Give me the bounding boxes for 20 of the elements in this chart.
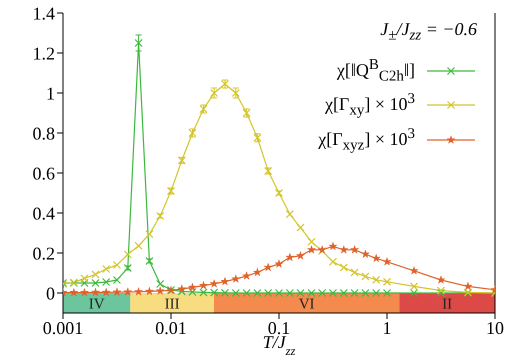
y-tick-label: 0.2 (32, 243, 55, 264)
y-tick-label: 1.4 (32, 3, 55, 24)
y-tick-label: 1 (46, 83, 55, 104)
band-label: II (442, 296, 452, 312)
annotation: J$_{±}$/J$_{zz}$ = −0.6 (380, 19, 477, 44)
legend-label: χ[Γ$_{xy}$] × 10$^{3}$ (324, 91, 415, 120)
y-tick-label: 0 (46, 283, 55, 304)
y-tick-label: 0.6 (32, 163, 55, 184)
legend-label: χ[Γ$_{xyz}$] × 10$^{3}$ (318, 126, 415, 154)
band-label: III (164, 296, 180, 312)
x-tick-label: 1 (382, 318, 392, 338)
y-tick-label: 1.2 (32, 43, 55, 64)
y-tick-label: 0.8 (32, 123, 55, 144)
y-tick-label: 0.4 (32, 203, 55, 224)
band-label: IV (88, 296, 105, 312)
legend-label: χ[‖Q$^{B}$$_{C2h}$‖] (336, 56, 415, 86)
x-tick-label: 10 (486, 318, 504, 338)
band-label: VI (298, 296, 315, 312)
x-tick-label: 0.001 (42, 318, 84, 338)
x-tick-label: 0.01 (155, 318, 187, 338)
